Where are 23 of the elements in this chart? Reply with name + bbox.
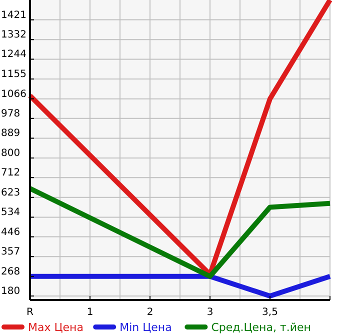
y-tick-label: 1244 (1, 49, 26, 60)
y-tick-label: 623 (1, 187, 20, 198)
y-tick-label: 180 (1, 286, 20, 297)
legend-label: Сред.Цена, т.йен (211, 321, 311, 334)
y-tick-label: 357 (1, 246, 20, 258)
y-tick-label: 1066 (1, 88, 26, 100)
legend-label: Max Цена (28, 321, 84, 334)
x-tick-label: 2 (146, 307, 154, 318)
x-tick-label: 3,5 (262, 307, 278, 318)
y-tick-label: 1421 (1, 10, 26, 21)
y-tick-label: 889 (1, 128, 20, 140)
legend-label: Min Цена (120, 321, 172, 334)
y-tick-label: 800 (1, 148, 20, 160)
y-tick-label: 712 (1, 168, 20, 179)
y-tick-label: 1155 (1, 69, 26, 80)
y-tick-label: 1332 (1, 30, 26, 41)
y-tick-label: 268 (1, 266, 20, 278)
y-tick-label: 978 (1, 108, 20, 120)
x-tick-label: 1 (86, 307, 94, 318)
x-tick-label: R (26, 307, 34, 318)
y-tick-label: 446 (1, 226, 20, 238)
x-tick-label: 3 (206, 307, 214, 318)
y-tick-label: 534 (1, 207, 20, 218)
